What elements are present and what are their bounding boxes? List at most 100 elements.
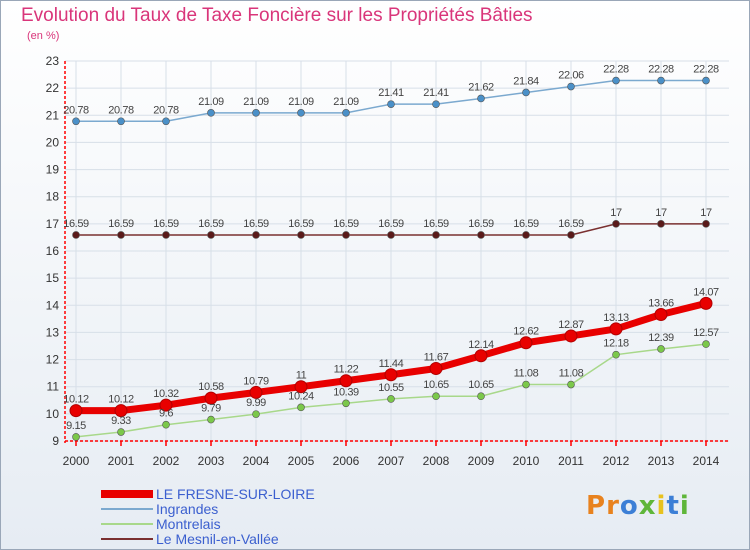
data-label-mesnil: 16.59 [153,218,179,230]
data-point-ingrandes [162,117,170,126]
data-point-montrelais [567,380,575,389]
data-label-lefresne: 10.12 [63,394,89,406]
y-tick-label: 12 [46,353,60,367]
data-label-ingrandes: 21.09 [198,96,224,108]
data-point-mesnil [657,220,665,228]
data-point-montrelais [117,428,125,436]
y-tick-label: 18 [46,190,60,204]
logo-letter: o [619,491,639,521]
data-point-lefresne [249,385,263,399]
data-point-ingrandes [297,109,305,117]
data-label-montrelais: 12.39 [648,332,674,344]
data-point-mesnil [567,231,575,239]
data-point-montrelais [387,395,395,403]
data-label-ingrandes: 22.28 [603,64,629,76]
data-label-lefresne: 11.22 [334,364,359,376]
y-tick-label: 9 [52,434,59,448]
page-title: Evolution du Taux de Taxe Foncière sur l… [21,5,533,26]
data-point-mesnil [522,231,530,239]
x-tick-label: 2011 [558,454,584,468]
data-label-mesnil: 16.59 [558,218,584,230]
data-label-montrelais: 12.18 [603,338,629,350]
data-label-lefresne: 12.14 [468,339,494,351]
series-lefresne [69,296,713,418]
logo-letter: i [656,491,667,521]
data-point-lefresne [429,362,443,376]
data-label-ingrandes: 21.09 [288,96,314,108]
data-point-ingrandes [657,76,665,85]
legend-label-montrelais: Montrelais [156,516,221,532]
data-label-mesnil: 16.59 [333,218,359,230]
data-point-lefresne [474,349,488,363]
x-tick-label: 2002 [153,454,180,468]
data-label-lefresne: 10.79 [243,375,269,387]
data-point-montrelais [522,380,530,389]
data-label-lefresne: 11.67 [424,352,449,364]
data-label-mesnil: 17 [655,207,667,219]
data-point-lefresne [654,308,668,322]
data-point-montrelais [72,433,80,441]
data-point-ingrandes [342,109,350,117]
data-label-ingrandes: 20.78 [153,104,179,116]
data-point-mesnil [477,231,485,239]
data-label-montrelais: 9.33 [111,415,131,427]
x-tick-label: 2008 [423,454,450,468]
data-label-montrelais: 10.55 [378,382,404,394]
data-point-lefresne [519,336,533,350]
data-label-mesnil: 17 [700,207,712,219]
data-point-mesnil [297,231,305,239]
legend-swatch-lefresne [101,490,153,498]
legend-label-mesnil: Le Mesnil-en-Vallée [156,531,279,547]
data-label-lefresne: 11 [296,370,307,382]
data-label-montrelais: 11.08 [514,368,539,380]
data-point-lefresne [339,374,353,388]
x-tick-label: 2000 [63,454,90,468]
data-point-montrelais [162,420,170,429]
data-label-montrelais: 12.57 [693,327,719,339]
y-tick-label: 10 [46,407,60,421]
data-point-mesnil [702,220,710,228]
x-tick-label: 2012 [603,454,630,468]
y-tick-label: 20 [46,135,60,149]
data-point-mesnil [72,231,80,239]
data-point-montrelais [297,403,305,412]
data-point-ingrandes [477,94,485,103]
data-label-mesnil: 16.59 [378,218,404,230]
data-label-lefresne: 12.87 [558,319,584,331]
x-tick-label: 2004 [243,454,270,468]
y-tick-label: 17 [46,217,60,231]
data-label-mesnil: 16.59 [108,218,134,230]
y-tick-label: 22 [46,81,60,95]
y-tick-label: 19 [46,163,60,177]
data-label-mesnil: 16.59 [423,218,449,230]
logo-letter: r [606,491,620,521]
proxiti-logo: Proxiti [586,491,690,521]
legend-swatch-montrelais [101,523,153,525]
x-tick-label: 2005 [288,454,315,468]
data-label-mesnil: 16.59 [288,218,314,230]
data-point-montrelais [252,410,260,418]
data-point-lefresne [699,296,713,310]
data-point-ingrandes [567,82,575,91]
data-label-montrelais: 9.99 [246,397,266,409]
data-label-lefresne: 11.44 [379,358,404,370]
data-point-lefresne [69,404,83,418]
data-label-ingrandes: 21.62 [468,81,494,93]
data-point-lefresne [114,404,128,418]
data-label-lefresne: 10.32 [153,388,179,400]
x-tick-label: 2014 [693,454,720,468]
data-point-lefresne [159,398,173,412]
series-ingrandes [72,76,710,126]
data-label-montrelais: 10.65 [468,379,494,391]
y-tick-label: 21 [46,108,60,122]
data-point-ingrandes [702,76,710,85]
data-label-lefresne: 13.13 [603,312,629,324]
data-label-lefresne: 13.66 [648,298,674,310]
data-point-lefresne [384,368,398,382]
data-label-montrelais: 10.65 [423,379,449,391]
data-point-mesnil [387,231,395,239]
data-point-ingrandes [387,100,395,108]
data-label-lefresne: 10.12 [108,394,134,406]
data-label-ingrandes: 22.06 [558,70,584,82]
data-point-lefresne [609,322,623,336]
